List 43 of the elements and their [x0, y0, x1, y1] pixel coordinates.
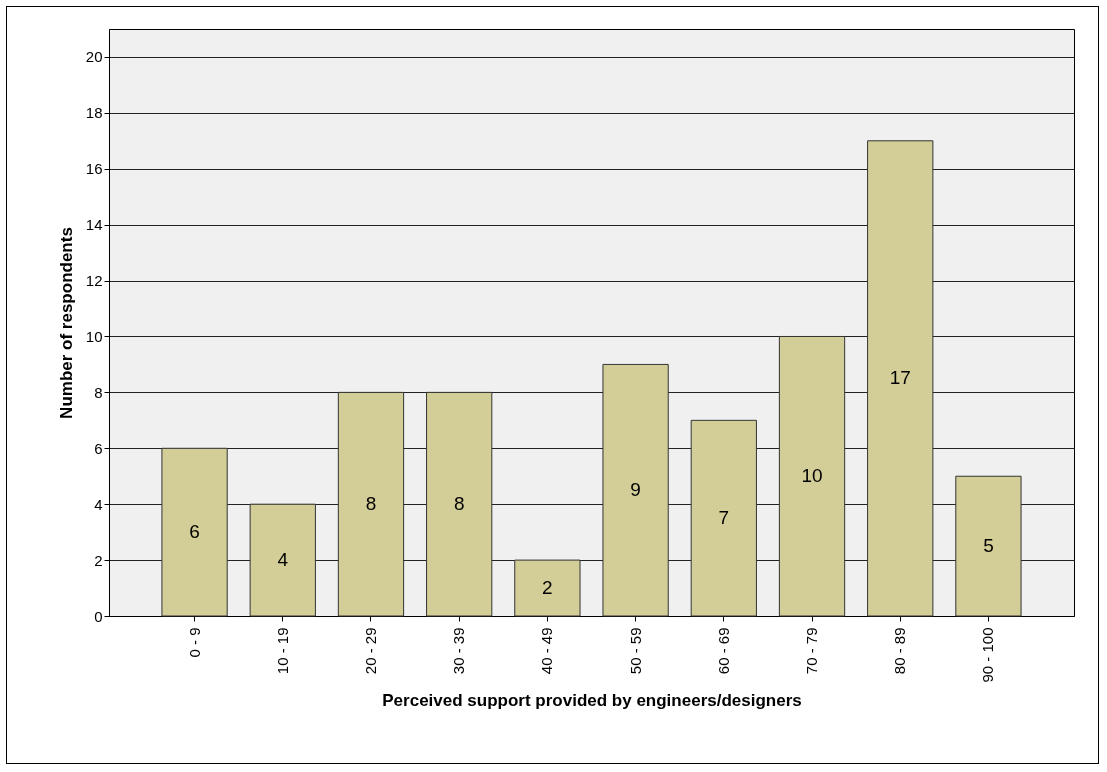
bar — [955, 475, 1022, 617]
x-tick-label: 20 - 29 — [361, 627, 379, 675]
data-label: 8 — [453, 493, 465, 515]
x-tick-label: 90 - 100 — [979, 627, 997, 683]
y-tick-label: 0 — [94, 607, 103, 625]
y-tick-label: 8 — [94, 383, 103, 401]
x-tick-label: 80 - 89 — [891, 627, 909, 675]
y-tick-label: 2 — [94, 551, 103, 569]
bar — [867, 140, 934, 617]
bar — [778, 335, 846, 617]
x-tick-label: 0 - 9 — [185, 627, 203, 658]
bar — [249, 503, 316, 617]
data-label: 4 — [277, 549, 289, 571]
data-label: 2 — [542, 577, 553, 599]
data-label: 7 — [718, 507, 730, 529]
bar — [514, 559, 581, 617]
y-tick-label: 4 — [94, 495, 103, 513]
x-tick-label: 70 - 79 — [803, 627, 821, 675]
bar — [426, 391, 493, 617]
bar — [161, 447, 228, 617]
x-tick-label: 60 - 69 — [714, 627, 732, 675]
data-label: 17 — [889, 367, 911, 389]
x-tick-label: 40 - 49 — [538, 627, 556, 675]
x-tick-label: 50 - 59 — [626, 627, 644, 675]
x-tick-label: 30 - 39 — [450, 627, 468, 675]
data-label: 9 — [630, 479, 641, 501]
y-tick-label: 6 — [94, 439, 103, 457]
y-tick-label: 10 — [85, 327, 103, 345]
y-tick-label: 20 — [85, 48, 103, 66]
bar — [690, 419, 757, 617]
data-label: 10 — [801, 465, 823, 487]
bar — [337, 391, 405, 617]
y-tick-label: 12 — [85, 272, 103, 290]
data-label: 8 — [365, 493, 377, 515]
data-label: 5 — [983, 535, 994, 557]
y-axis-title: Number of respondents — [56, 227, 76, 419]
data-label: 6 — [189, 521, 200, 543]
y-tick-label: 16 — [85, 160, 103, 178]
x-tick-label: 10 - 19 — [273, 627, 291, 675]
y-tick-label: 18 — [85, 104, 103, 122]
y-tick-label: 14 — [85, 216, 103, 234]
bar — [602, 363, 669, 617]
x-axis-title: Perceived support provided by engineers/designers — [382, 690, 802, 710]
